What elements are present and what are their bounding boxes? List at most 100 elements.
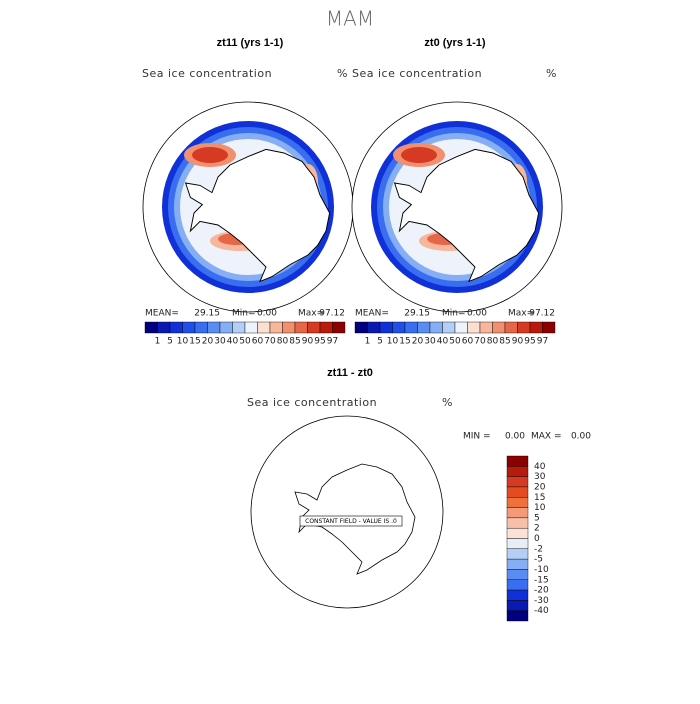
colorbar-label: 97 [537,337,548,347]
colorbar-label: 60 [462,337,474,347]
colorbar-label: 15 [189,337,200,347]
colorbar-box [182,321,196,334]
colorbar-box [506,497,529,508]
colorbar-box [429,321,443,334]
colorbar-box [492,321,506,334]
colorbar-label: 40 [227,337,239,347]
colorbar-label: -30 [534,596,549,606]
field-label: Sea ice concentration [247,396,377,409]
colorbar-box [506,589,529,601]
colorbar-label: 0 [534,534,540,544]
panel-title: zt0 (yrs 1-1) [424,37,485,49]
colorbar-label: 40 [534,462,546,472]
colorbar-label: 10 [177,337,189,347]
colorbar-label: 90 [512,337,524,347]
colorbar-box [506,579,529,591]
stat: MEAN= [355,309,389,319]
stat: 97.12 [529,309,555,319]
colorbar-label: 30 [534,472,546,482]
colorbar-box [392,321,406,334]
colorbar-label: -40 [534,606,549,616]
colorbar-box [232,321,246,334]
colorbar-box [506,569,529,580]
stat: 29.15 [194,309,220,319]
colorbar-label: 1 [155,337,161,347]
colorbar-label: 15 [534,493,545,503]
colorbar-box [506,610,529,622]
panel-title: zt11 - zt0 [327,367,373,379]
colorbar-label: 2 [534,524,540,534]
colorbar-box [442,321,456,334]
colorbar-box [467,321,481,334]
stat: 0.00 [257,309,277,319]
colorbar-box [282,321,296,334]
colorbar-box [319,321,333,334]
colorbar-box [194,321,208,334]
units-label: % [337,67,348,80]
colorbar-label: 60 [252,337,264,347]
colorbar-label: 50 [239,337,251,347]
colorbar-box [506,466,529,477]
colorbar-box [157,321,171,334]
colorbar-box [454,321,468,334]
ice-map [162,121,334,293]
stat: Min= [442,309,466,319]
colorbar-box [294,321,308,334]
colorbar-box [332,321,346,334]
colorbar-box [506,517,529,529]
colorbar-box [404,321,418,334]
colorbar-box [354,321,368,334]
colorbar-label: 70 [264,337,276,347]
colorbar-label: -2 [534,544,543,554]
stat: MAX = [531,432,562,442]
message-box [299,515,403,527]
stat: MIN = [463,432,491,442]
colorbar-box [207,321,221,334]
stat: 0.00 [505,432,525,442]
colorbar-box [506,507,529,519]
colorbar-box [367,321,381,334]
stat: MEAN= [145,309,179,319]
colorbar-label: 30 [214,337,226,347]
colorbar-label: 20 [534,482,546,492]
colorbar-label: 85 [499,337,510,347]
colorbar-label: 40 [437,337,449,347]
colorbar-label: 70 [474,337,486,347]
stat: Max= [298,309,324,319]
colorbar-label: -15 [534,575,549,585]
ice-map [371,121,543,293]
colorbar-label: 30 [424,337,436,347]
colorbar-label: 85 [289,337,300,347]
stat: 0.00 [467,309,487,319]
panel-title: zt11 (yrs 1-1) [217,37,284,49]
field-label: Sea ice concentration [142,67,272,80]
colorbar-box [506,558,529,570]
colorbar-box [307,321,321,334]
colorbar-label: 50 [449,337,461,347]
message: CONSTANT FIELD - VALUE IS .0 [305,518,397,525]
stat: 29.15 [404,309,430,319]
colorbar-label: 5 [167,337,173,347]
colorbar-box [542,321,556,334]
colorbar-box [479,321,493,334]
colorbar-box [529,321,543,334]
stat: 0.00 [571,432,591,442]
colorbar-label: -20 [534,586,549,596]
colorbar-box [506,538,529,550]
colorbar-box [506,600,529,611]
colorbar-box [506,486,529,498]
colorbar-box [517,321,531,334]
colorbar-label: 97 [327,337,338,347]
stat: 97.12 [319,309,345,319]
field-label: Sea ice concentration [352,67,482,80]
colorbar-label: 95 [314,337,325,347]
colorbar-label: 10 [534,503,546,513]
colorbar-box [506,548,529,560]
colorbar-label: 20 [412,337,424,347]
stat: Min= [232,309,256,319]
figure-title: MAM [326,7,374,31]
colorbar-box [269,321,283,334]
colorbar-label: 1 [365,337,371,347]
colorbar-box [506,455,529,467]
